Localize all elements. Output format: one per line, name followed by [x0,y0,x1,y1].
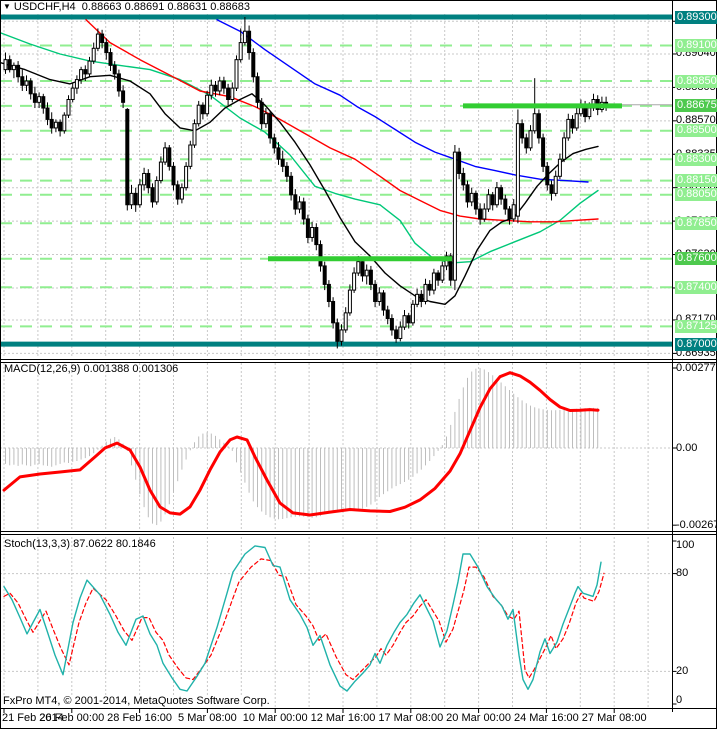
stoch-scale-label: 80 [676,567,689,579]
copyright-label: FxPro MT4, © 2001-2014, MetaQuotes Softw… [3,695,273,708]
time-axis-label: 12 Mar 16:00 [310,712,376,724]
ohlc-quote-label: 0.88663 0.88691 0.88631 0.88683 [81,1,250,13]
stoch-label: Stoch(13,3,3) [4,538,71,550]
level-price-label: 0.88675 [675,99,717,112]
stoch-scale-label: 20 [676,665,689,677]
stoch-scale-label: 100 [676,539,695,551]
level-price-label: 0.89100 [675,39,717,52]
level-price-label: 0.88050 [675,188,717,201]
chart-title-row: ▼ USDCHF,H4 0.88663 0.88691 0.88631 0.886… [3,1,250,13]
level-price-label: 0.87600 [675,252,717,265]
macd-scale-label: 0.002772 [676,362,717,374]
level-price-label: 0.87850 [675,217,717,230]
time-axis-label: 21 Feb 2014 [2,712,64,724]
time-axis-label: 17 Mar 08:00 [378,712,444,724]
level-price-label: 0.88300 [675,153,717,166]
macd-values: 0.001388 0.001306 [83,363,179,375]
level-price-label: 0.87400 [675,281,717,294]
time-axis-label: 5 Mar 08:00 [178,712,237,724]
macd-scale-label: -0.002674 [676,519,717,531]
level-price-label: 0.88500 [675,124,717,137]
macd-indicator-title: MACD(12,26,9) 0.001388 0.001306 [4,363,178,375]
macd-scale-label: 0.00 [676,442,698,454]
level-price-label: 0.87125 [675,320,717,333]
symbol-dropdown-icon[interactable]: ▼ [3,2,11,11]
time-axis-label: 27 Mar 08:00 [581,712,647,724]
macd-label: MACD(12,26,9) [4,363,81,375]
band-price-label: 0.87000 [675,338,717,351]
time-axis-label: 24 Mar 16:00 [513,712,579,724]
time-axis-label: 28 Feb 16:00 [107,712,173,724]
stoch-values: 87.0622 80.1846 [73,538,156,550]
band-price-label: 0.89300 [675,11,717,24]
time-axis-label: 10 Mar 00:00 [242,712,308,724]
symbol-period-label: USDCHF,H4 [13,1,76,13]
time-axis-label: 26 Feb 00:00 [39,712,105,724]
time-axis-label: 20 Mar 00:00 [446,712,512,724]
level-price-label: 0.88850 [675,75,717,88]
price-tick-label: 0.88570 [676,114,716,126]
stoch-indicator-title: Stoch(13,3,3) 87.0622 80.1846 [4,538,156,550]
stoch-scale-label: 0 [676,694,683,706]
level-price-label: 0.88150 [675,174,717,187]
